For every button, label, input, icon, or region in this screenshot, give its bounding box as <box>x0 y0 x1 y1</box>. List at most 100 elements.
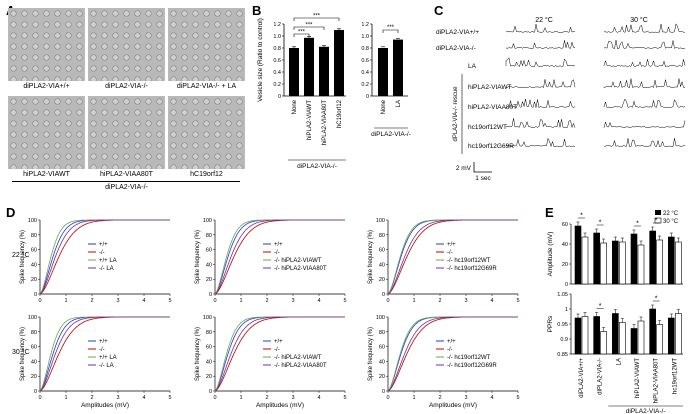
legend-label: -/- <box>447 347 453 353</box>
sig-label: * <box>636 221 639 228</box>
y-tick-label: 0.6 <box>273 58 281 64</box>
series-line <box>214 219 345 295</box>
y-tick-label: 0.2 <box>361 82 369 88</box>
series-line <box>214 219 345 295</box>
x-tick-label: 1 <box>412 395 415 401</box>
bar <box>593 316 600 355</box>
trace <box>603 23 686 33</box>
trace <box>505 57 576 68</box>
trace <box>603 98 686 108</box>
x-tick-label: 0 <box>213 395 216 401</box>
em-image <box>168 8 245 81</box>
y-tick-label: 0 <box>34 292 37 298</box>
em-image <box>88 8 165 81</box>
em-caption: diPLA2-VIA-/- + LA <box>176 83 237 90</box>
x-tick-label: 3 <box>116 298 119 304</box>
legend-label: -/- LA <box>99 363 114 369</box>
legend-label: -/- <box>274 250 280 256</box>
y-axis-label: Spike frequency (%) <box>195 327 201 381</box>
trace <box>603 120 686 128</box>
group-label: diPLA2-VIA-/- <box>371 131 411 138</box>
y-tick-label: 1 <box>565 307 568 313</box>
x-tick-label: 3 <box>116 395 119 401</box>
em-caption: diPLA2-VIA+/+ <box>23 83 70 90</box>
y-tick-label: 40 <box>562 242 568 248</box>
legend-label: +/+ LA <box>99 355 117 361</box>
y-tick-label: 80 <box>379 330 385 336</box>
row-temp-label: 22 °C <box>12 251 30 259</box>
x-tick-label: 5 <box>343 395 346 401</box>
y-tick-label: 0.4 <box>361 70 369 76</box>
y-tick-label: 60 <box>562 222 568 228</box>
x-tick-label: 3 <box>291 298 294 304</box>
x-tick-label: 0 <box>213 298 216 304</box>
y-tick-label: 20 <box>562 262 568 268</box>
trace <box>505 40 576 50</box>
y-axis-label: PPRs <box>547 315 554 332</box>
legend-swatch <box>655 210 661 215</box>
trace-label: hiPLA2-VIAWT <box>468 84 511 91</box>
y-tick-label: 1.05 <box>557 292 568 298</box>
x-tick-label: 3 <box>291 395 294 401</box>
bar <box>319 46 329 96</box>
series-line <box>387 316 518 392</box>
series-line <box>214 219 345 295</box>
x-axis-label: Amplitudes (mV) <box>429 402 477 409</box>
series-line <box>39 316 170 392</box>
panel-label-e: E <box>545 205 554 220</box>
y-tick-label: 0 <box>565 282 568 288</box>
trace-label: hiPLA2-VIAA80T <box>468 104 517 111</box>
bar <box>630 233 638 285</box>
y-tick-label: 100 <box>28 218 37 224</box>
y-tick-label: 60 <box>206 248 212 254</box>
series-line <box>214 316 345 392</box>
bar <box>637 320 645 355</box>
category-label: LA <box>396 100 402 107</box>
x-tick-label: 4 <box>317 298 320 304</box>
y-axis-label: Amplitude (mV) <box>547 232 554 277</box>
scale-bar <box>473 162 492 173</box>
bar <box>304 37 314 96</box>
x-tick-label: 4 <box>490 298 493 304</box>
series-line <box>387 219 518 295</box>
y-axis-label: Vesicle size (Ratio to control) <box>257 18 264 102</box>
bar <box>649 308 656 355</box>
trace <box>505 24 576 34</box>
y-tick-label: 80 <box>379 233 385 239</box>
y-axis-label: Spike frequency (%) <box>368 230 374 284</box>
group-label: diPLA2-VIA-/- <box>105 184 148 191</box>
series-line <box>387 316 518 392</box>
y-tick-label: 60 <box>31 345 37 351</box>
y-tick-label: 60 <box>206 345 212 351</box>
bar <box>574 225 582 285</box>
y-tick-label: 40 <box>31 359 37 365</box>
sig-bracket <box>293 33 310 37</box>
panel-label-c: C <box>434 3 444 18</box>
x-tick-label: 2 <box>90 298 93 304</box>
x-tick-label: 2 <box>438 395 441 401</box>
x-tick-label: 1 <box>64 298 67 304</box>
x-tick-label: 5 <box>168 395 171 401</box>
y-tick-label: 0 <box>382 292 385 298</box>
y-tick-label: 20 <box>379 277 385 283</box>
series-line <box>387 219 518 295</box>
series-line <box>39 219 170 295</box>
bar <box>612 240 619 285</box>
category-label: diPLA2-VIA+/+ <box>579 358 585 398</box>
legend-label: +/+ <box>447 339 456 345</box>
y-tick-label: 100 <box>28 315 37 321</box>
legend-label: +/+ LA <box>99 258 117 264</box>
category-label: hiPLA2-VIAWT <box>307 100 313 140</box>
bar <box>581 236 589 285</box>
series-line <box>39 316 170 392</box>
sig-label: *** <box>387 25 395 31</box>
x-tick-label: 5 <box>516 395 519 401</box>
legend-label: -/- hc19orf12G69R <box>447 266 497 272</box>
y-tick-label: 60 <box>379 248 385 254</box>
bar <box>612 313 619 355</box>
x-tick-label: 2 <box>265 395 268 401</box>
scale-x-label: 1 sec <box>475 175 491 182</box>
category-label: LA <box>616 358 622 365</box>
x-tick-label: 4 <box>142 298 145 304</box>
